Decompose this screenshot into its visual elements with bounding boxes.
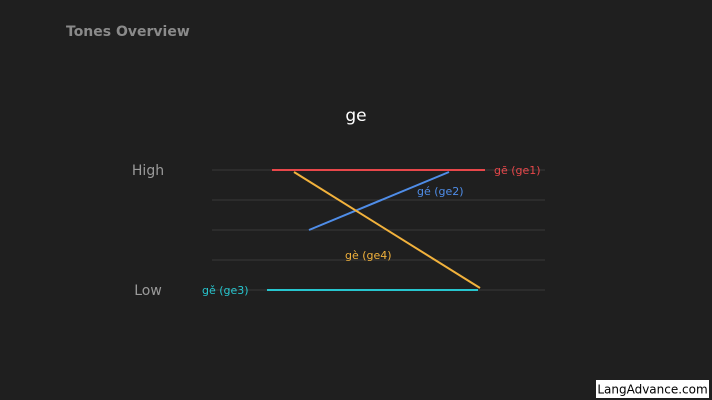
tone-label: gě (ge3) <box>202 284 249 297</box>
pitch-grid <box>212 169 545 291</box>
title: Tones Overview <box>66 24 190 40</box>
tone-label: gè (ge4) <box>345 249 392 262</box>
tone-label: gē (ge1) <box>494 164 541 177</box>
watermark-box <box>596 380 709 398</box>
tone2-line <box>308 171 450 231</box>
tone-label: gé (ge2) <box>417 185 464 198</box>
low-label: Low <box>134 283 162 299</box>
watermark: LangAdvance.com <box>597 383 707 397</box>
high-label: High <box>132 163 164 179</box>
syllable: ge <box>345 106 366 126</box>
tone4-line <box>293 171 481 289</box>
